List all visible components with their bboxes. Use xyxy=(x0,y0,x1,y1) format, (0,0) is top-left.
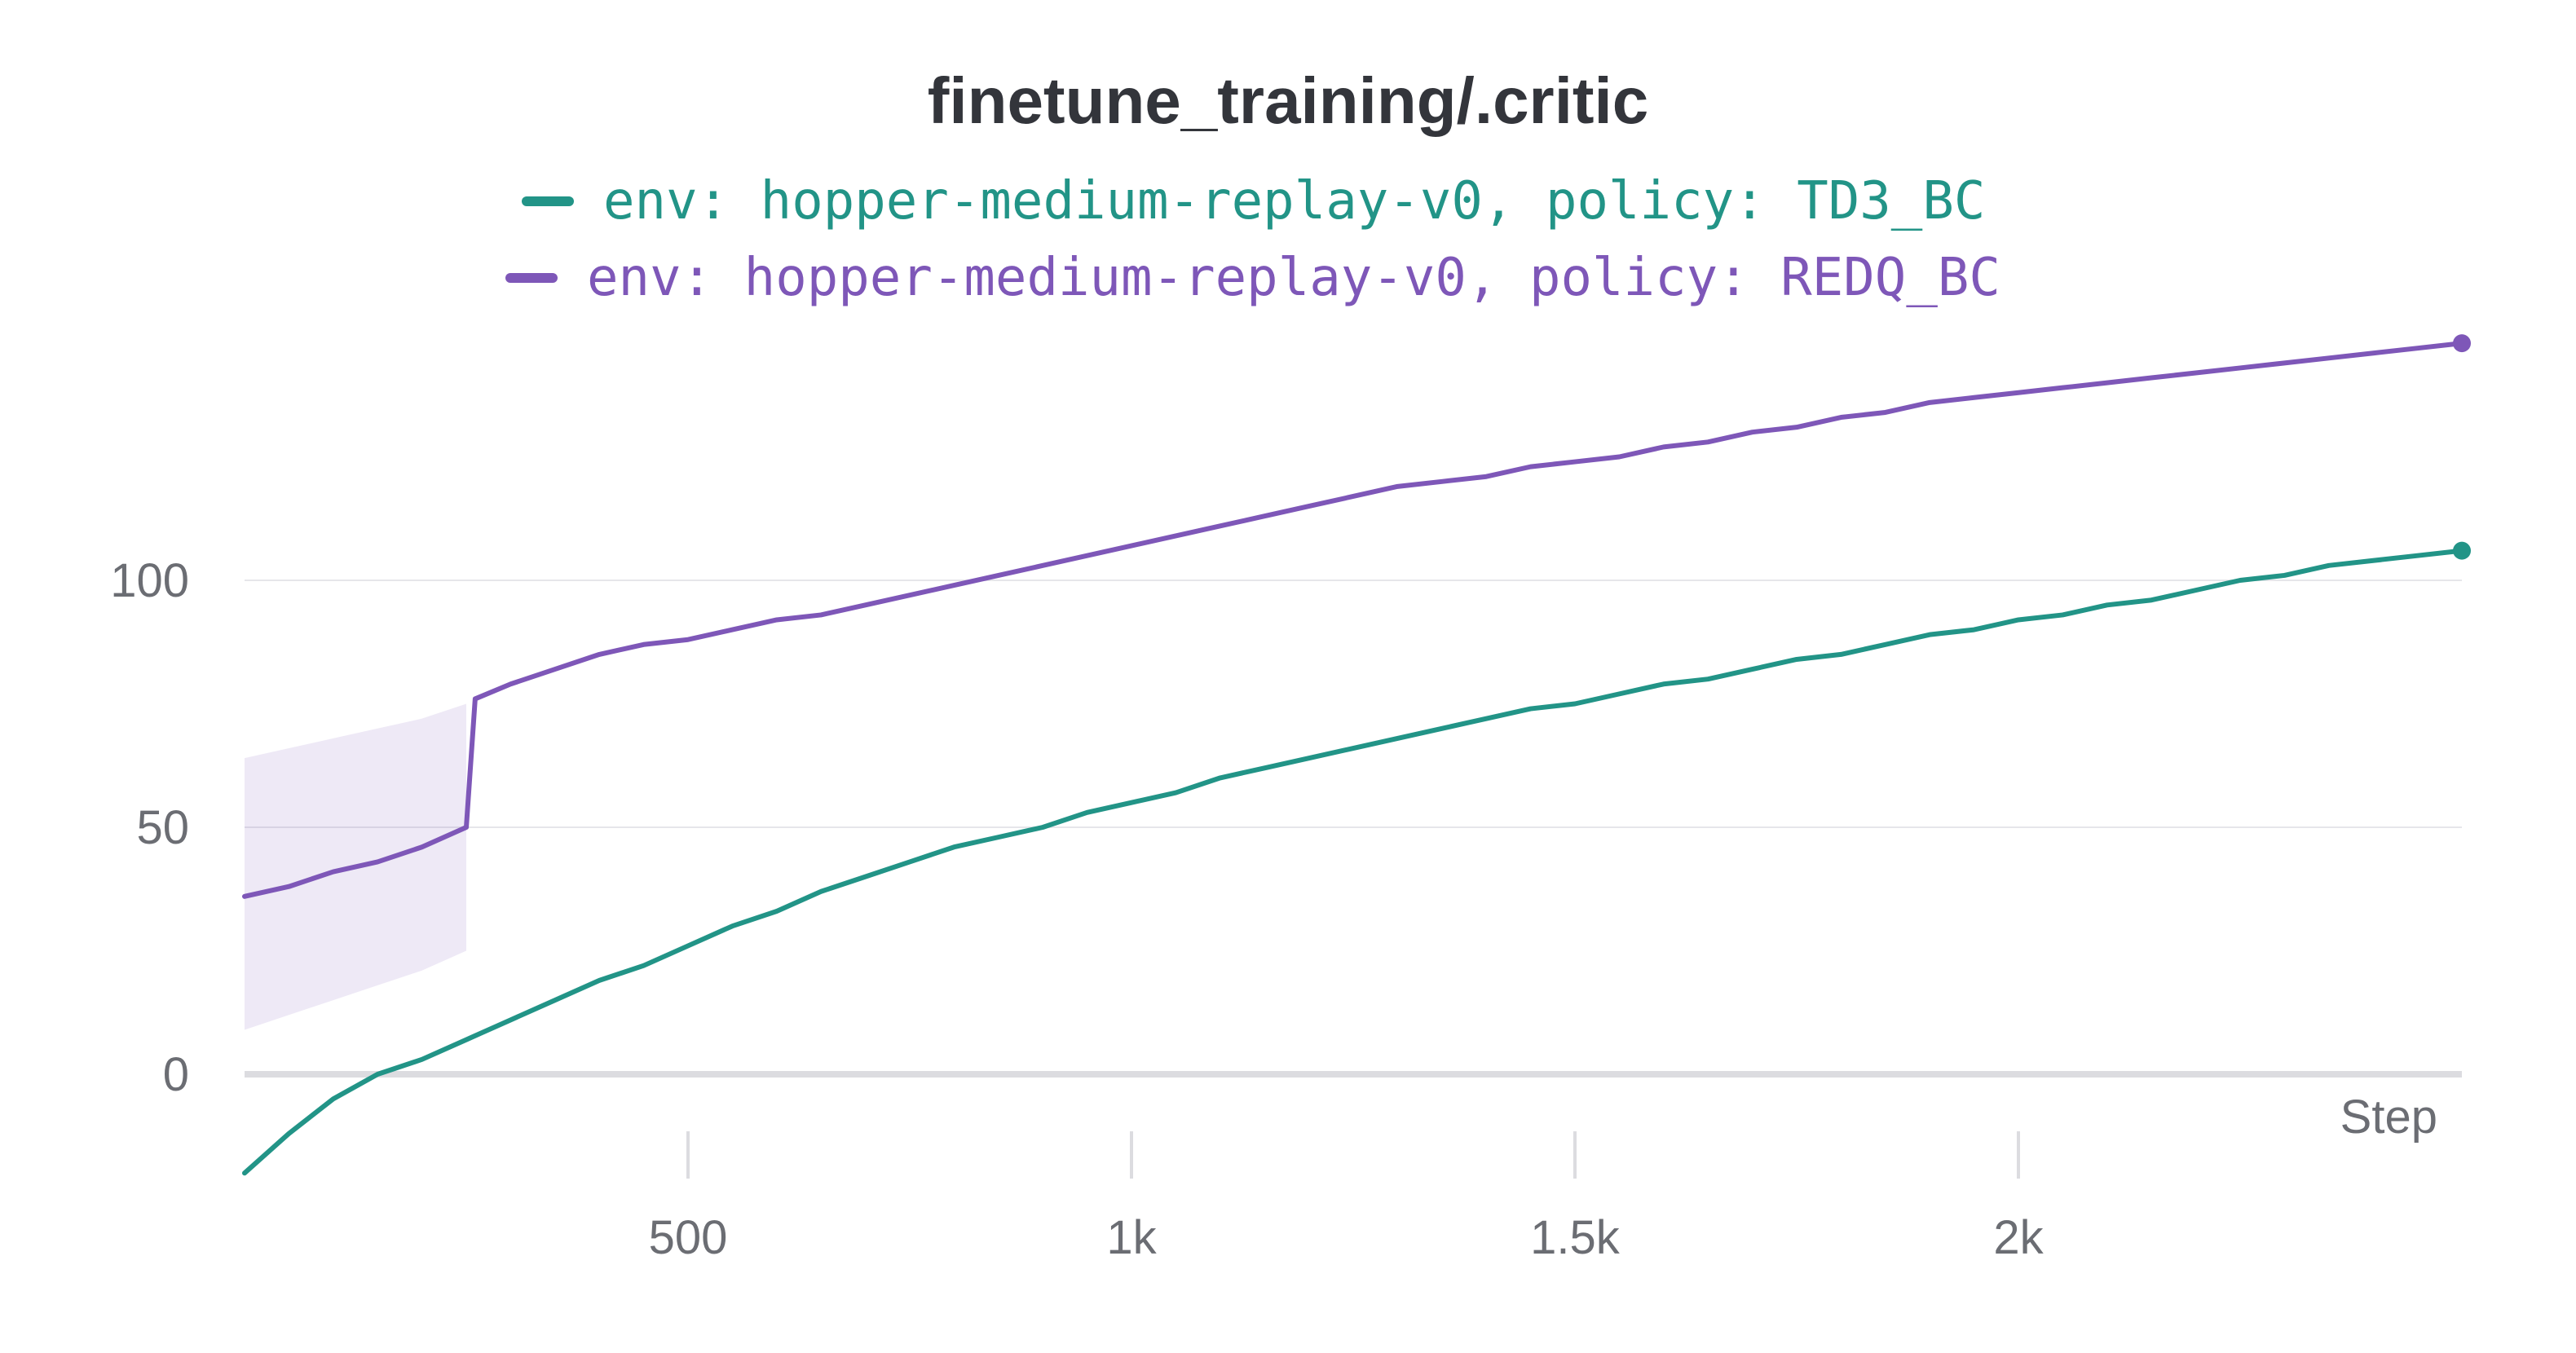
series-layer xyxy=(242,334,2471,1176)
x-tick-label-1000: 1k xyxy=(1106,1211,1157,1264)
legend-swatch-td3-bc xyxy=(522,196,574,206)
legend-swatch-redq-bc xyxy=(505,273,558,283)
gridlines xyxy=(245,580,2462,828)
x-axis-ticks: 500 1k 1.5k 2k xyxy=(649,1131,2044,1264)
x-tick-label-500: 500 xyxy=(649,1211,728,1264)
series-end-point-td3-bc xyxy=(2453,541,2471,560)
y-tick-label-50: 50 xyxy=(136,801,189,854)
x-tick-label-2000: 2k xyxy=(1993,1211,2044,1264)
y-tick-label-100: 100 xyxy=(110,554,189,607)
legend-item-td3-bc[interactable]: env: hopper-medium-replay-v0, policy: TD… xyxy=(522,171,1985,231)
x-axis-label: Step xyxy=(2340,1091,2437,1144)
series-end-point-redq-bc xyxy=(2453,334,2471,353)
y-tick-label-0: 0 xyxy=(163,1048,189,1101)
x-tick-label-1500: 1.5k xyxy=(1530,1211,1621,1264)
legend-label-td3-bc: env: hopper-medium-replay-v0, policy: TD… xyxy=(603,171,1986,231)
legend-label-redq-bc: env: hopper-medium-replay-v0, policy: RE… xyxy=(587,248,2000,308)
series-line-redq-bc xyxy=(242,341,2464,899)
y-axis-ticks: 0 50 100 xyxy=(110,554,189,1101)
legend-item-redq-bc[interactable]: env: hopper-medium-replay-v0, policy: RE… xyxy=(505,248,2000,308)
chart-title: finetune_training/.critic xyxy=(927,64,1649,137)
series-line-td3-bc xyxy=(242,548,2464,1176)
